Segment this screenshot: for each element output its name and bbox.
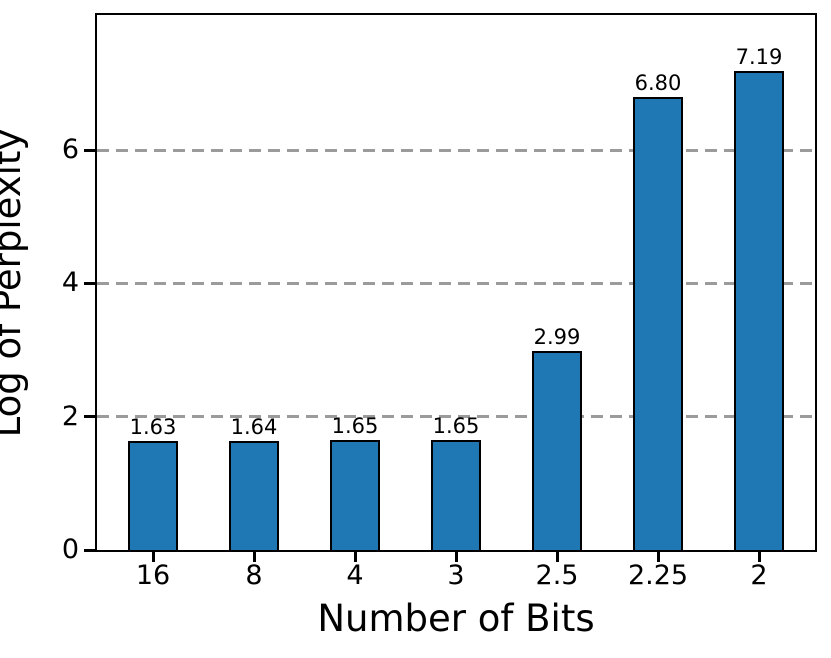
x-axis-label: Number of Bits [317,597,595,640]
y-tick [84,415,95,419]
y-tick [84,148,95,152]
bar [532,350,582,550]
bar-value-label: 7.19 [735,44,783,69]
x-tick [151,552,155,562]
bar [128,441,178,550]
y-tick [84,548,95,552]
bar-value-label: 1.63 [129,415,177,440]
x-tick [757,552,761,562]
x-tick [555,552,559,562]
x-tick [656,552,660,562]
bar-value-label: 6.80 [634,70,682,95]
bar-value-label: 1.64 [230,414,278,439]
y-tick [84,281,95,285]
plot-area: 1.63 1.64 1.65 1.65 2.99 6.80 7.19 [95,13,817,552]
y-tick-label: 4 [61,267,79,299]
bar [431,440,481,550]
bar-value-label: 2.99 [533,324,581,349]
y-tick-label: 0 [61,534,79,565]
gridline [97,415,815,419]
x-tick-label: 2 [750,560,768,591]
bar [734,70,784,550]
bar-value-label: 1.65 [432,414,480,439]
x-tick-label: 16 [135,560,171,591]
x-tick-label: 8 [245,560,263,591]
y-tick-label: 2 [61,400,79,432]
bar-value-label: 1.65 [331,414,379,439]
x-tick [454,552,458,562]
bar [229,440,279,550]
x-tick-label: 3 [447,560,465,591]
gridline [97,282,815,285]
x-tick-label: 4 [346,560,364,591]
x-tick [353,552,357,562]
gridline [97,148,815,152]
x-tick-label: 2.5 [535,560,579,591]
x-tick [252,552,256,562]
bar [633,96,683,550]
bar [330,440,380,550]
x-tick-label: 2.25 [627,560,689,591]
y-tick-label: 6 [61,134,79,166]
